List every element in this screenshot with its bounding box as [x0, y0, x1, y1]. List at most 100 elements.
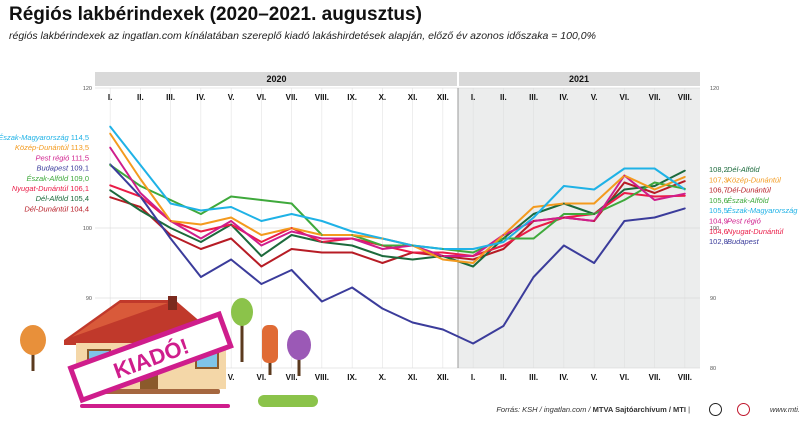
data-point — [683, 176, 686, 178]
data-point — [472, 251, 475, 254]
data-point — [593, 213, 596, 215]
rent-sign-board — [67, 310, 234, 404]
data-point — [199, 241, 202, 243]
x-tick-label-top: IV. — [559, 93, 568, 102]
data-point — [290, 227, 293, 229]
x-tick-label-bottom: X. — [379, 373, 387, 382]
left-series-label: Észak-Alföld 109,0 — [26, 174, 89, 183]
x-tick-label-top: XII. — [437, 93, 449, 102]
left-series-label: Dél-Alföld 105,4 — [36, 194, 89, 203]
right-series-value: 106,7 — [709, 186, 728, 195]
right-series-name: Közép-Dunántúl — [727, 175, 781, 184]
data-point — [320, 300, 323, 303]
data-point — [683, 187, 686, 190]
tree-green-icon — [231, 298, 253, 326]
x-tick-label-top: I. — [108, 93, 112, 102]
data-point — [502, 244, 505, 247]
tree-tall-orange-icon — [262, 325, 278, 363]
data-point — [653, 181, 656, 184]
data-point — [653, 188, 656, 191]
data-point — [562, 202, 565, 205]
data-point — [109, 196, 112, 199]
logos — [706, 402, 796, 420]
data-point — [260, 265, 263, 268]
data-point — [562, 244, 565, 247]
right-series-name: Budapest — [727, 237, 760, 246]
data-point — [260, 283, 263, 285]
tree-orange-icon-trunk — [31, 353, 35, 371]
house-chimney — [168, 296, 177, 310]
data-point — [532, 237, 535, 240]
right-series-value: 108,2 — [709, 165, 728, 174]
x-tick-label-bottom: VII. — [649, 373, 661, 382]
data-point — [320, 234, 323, 236]
x-tick-label-top: VI. — [256, 93, 266, 102]
data-point — [653, 216, 656, 219]
data-point — [381, 307, 384, 310]
left-series-label: Dél-Dunántúl 104,4 — [24, 204, 89, 213]
x-tick-label-bottom: IV. — [559, 373, 568, 382]
right-series-name: Pest régió — [727, 217, 761, 226]
data-point — [593, 202, 596, 205]
chart-subtitle: régiós lakbérindexek az ingatlan.com kín… — [9, 30, 596, 42]
data-point — [593, 262, 596, 264]
data-point — [532, 216, 535, 219]
x-tick-label-top: IV. — [196, 93, 205, 102]
data-point — [199, 223, 202, 226]
right-series-value: 105,5 — [709, 206, 728, 215]
x-tick-label-top: VII. — [286, 93, 298, 102]
data-point — [199, 276, 202, 278]
data-point — [472, 262, 475, 264]
data-point — [381, 237, 384, 240]
data-point — [683, 180, 686, 183]
data-point — [139, 185, 142, 187]
data-point — [260, 234, 263, 236]
data-point — [320, 237, 323, 240]
year-label-2021: 2021 — [569, 74, 589, 84]
data-point — [230, 258, 233, 261]
data-point — [290, 213, 293, 215]
data-point — [411, 244, 414, 247]
x-tick-label-bottom: II. — [500, 373, 507, 382]
data-point — [683, 207, 686, 210]
data-point — [623, 192, 626, 194]
data-point — [290, 202, 293, 205]
data-point — [230, 195, 233, 198]
series-line--szak-magyarorsz-g — [109, 125, 686, 250]
year-label-2020: 2020 — [266, 74, 286, 84]
x-tick-label-bottom: I. — [471, 373, 475, 382]
right-series-name: Dél-Alföld — [727, 165, 760, 174]
data-point — [169, 202, 172, 205]
left-series-value: 104,4 — [70, 204, 89, 213]
data-point — [290, 234, 293, 236]
data-point — [562, 213, 565, 215]
data-point — [260, 244, 263, 247]
data-point — [653, 167, 656, 170]
right-series-name: Észak-Magyarország — [727, 206, 798, 215]
left-series-value: 109,0 — [70, 174, 89, 183]
data-point — [441, 328, 444, 331]
left-series-value: 114,5 — [71, 133, 89, 142]
data-point — [260, 241, 263, 243]
data-point — [351, 234, 354, 236]
data-point — [139, 206, 142, 208]
data-point — [411, 258, 414, 261]
data-point — [381, 244, 384, 247]
data-point — [230, 206, 233, 208]
data-point — [593, 220, 596, 222]
left-series-value: 106,1 — [70, 184, 89, 193]
header-band — [95, 72, 700, 86]
mti-logo-icon — [709, 403, 722, 416]
left-series-label: Budapest 109,1 — [36, 164, 89, 173]
data-point — [260, 220, 263, 222]
data-point — [683, 194, 686, 197]
left-series-label: Észak-Magyarország 114,5 — [0, 133, 89, 142]
data-point — [562, 185, 565, 187]
data-point — [441, 258, 444, 261]
data-point — [199, 230, 202, 233]
tree-green-icon-trunk — [240, 324, 244, 362]
data-point — [653, 199, 656, 201]
right-series-value: 105,6 — [709, 196, 728, 205]
mtva-logo-icon — [737, 403, 750, 416]
data-point — [683, 169, 686, 172]
